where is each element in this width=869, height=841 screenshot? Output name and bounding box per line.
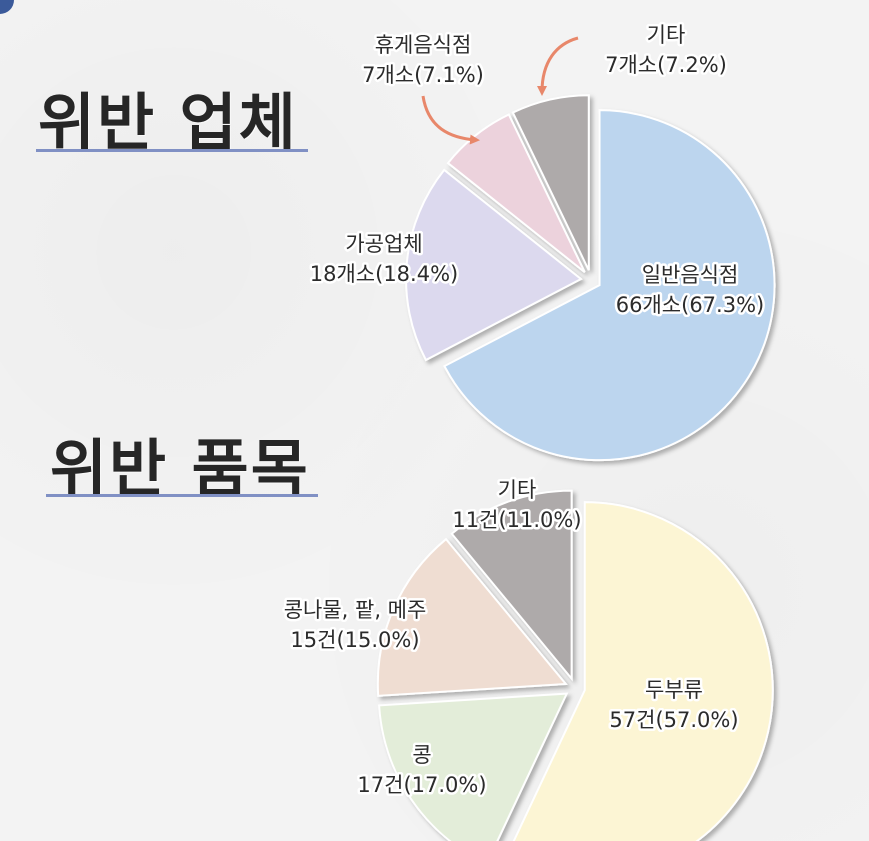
chart2-label-1: 콩 17건(17.0%) [357, 743, 486, 797]
chart1-label-3-category: 기타 [647, 23, 686, 47]
chart1-pie: 일반음식점 66개소(67.3%) 가공업체 18개소(18.4%) 휴게음식점 7개소(… [307, 21, 776, 462]
chart1-title: 위반 업체 [38, 86, 298, 159]
chart1-label-2-value: 7개소(7.1%) [362, 63, 484, 87]
chart2-label-2: 콩나물, 팥, 메주 15건(15.0%) [284, 598, 427, 652]
chart1-label-1-category: 가공업체 [345, 232, 422, 256]
chart2-title: 위반 품목 [50, 432, 310, 505]
chart2-label-2-category: 콩나물, 팥, 메주 [284, 598, 427, 622]
chart1-label-0-value: 66개소(67.3%) [616, 293, 764, 317]
chart2-label-0-value: 57건(57.0%) [609, 708, 738, 732]
chart1-label-1-value: 18개소(18.4%) [310, 262, 458, 286]
chart2-slice-3 [450, 489, 573, 682]
chart1-label-2: 휴게음식점 7개소(7.1%) [362, 33, 484, 87]
chart2-pie: 두부류 57건(57.0%) 콩 17건(17.0%) 콩나물, 팥, 메주 15건(15… [281, 476, 774, 841]
chart2-label-2-value: 15건(15.0%) [290, 628, 419, 652]
chart2-title-underline [46, 494, 318, 497]
chart2-slice-1 [378, 692, 569, 841]
chart2-label-0: 두부류 57건(57.0%) [609, 678, 738, 732]
callout-arrow-etc [537, 36, 579, 96]
chart2-label-0-category: 두부류 [645, 678, 703, 702]
chart2-label-1-category: 콩 [412, 743, 431, 767]
chart1-label-3-value: 7개소(7.2%) [605, 53, 727, 77]
chart1-label-1: 가공업체 18개소(18.4%) [310, 232, 458, 286]
chart1-label-0: 일반음식점 66개소(67.3%) [616, 263, 764, 317]
chart2-label-3-value: 11건(11.0%) [452, 508, 581, 532]
chart2-label-3-category: 기타 [498, 478, 537, 502]
chart2-slice-0 [512, 501, 774, 841]
chart1-slice-3 [511, 94, 590, 271]
chart1-label-2-category: 휴게음식점 [375, 33, 472, 57]
chart1-label-0-category: 일반음식점 [642, 263, 739, 287]
chart1-slice-1 [405, 168, 583, 362]
chart2-slice-2 [376, 537, 568, 697]
callout-arrow-rest-stop [421, 95, 480, 145]
callout-arrows [421, 36, 579, 145]
chart1-label-3: 기타 7개소(7.2%) [605, 23, 727, 77]
chart2-label-3: 기타 11건(11.0%) [452, 478, 581, 532]
chart1-title-underline [36, 149, 308, 152]
chart1-slice-0 [443, 109, 776, 462]
chart2-label-1-value: 17건(17.0%) [357, 773, 486, 797]
